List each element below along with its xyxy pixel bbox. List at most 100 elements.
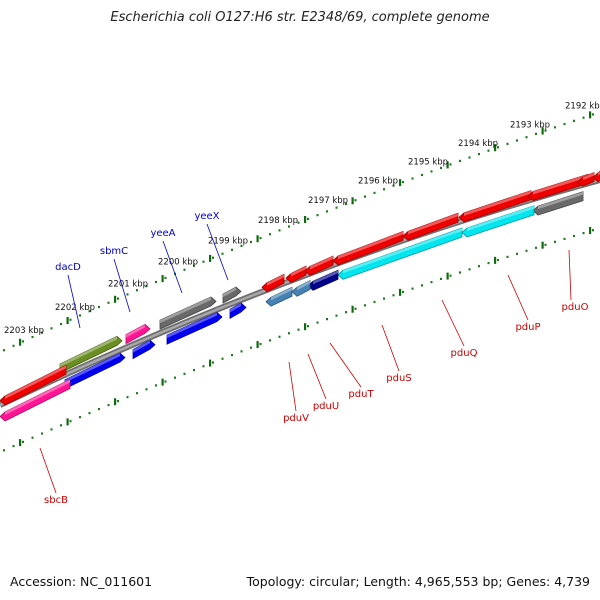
- inner-ruler-dot: [183, 372, 186, 375]
- outer-ruler-dot: [440, 166, 442, 170]
- companion-3-feature[interactable]: [229, 302, 247, 320]
- red-gene-3-feature[interactable]: [332, 230, 404, 266]
- inner-ruler-dot: [440, 277, 442, 280]
- gene-label-pduT: pduT: [348, 389, 374, 400]
- inner-ruler-dot: [383, 297, 385, 300]
- outer-ruler-dot: [421, 173, 423, 177]
- outer-ruler-dot: [202, 260, 205, 263]
- scale-tick-label: 2198 kbp: [258, 216, 298, 226]
- companion-1-feature[interactable]: [132, 339, 156, 360]
- outer-ruler-major-tick: [114, 295, 117, 303]
- outer-ruler-dot: [430, 170, 433, 173]
- outer-ruler-dot: [307, 217, 309, 221]
- outer-ruler-dot: [297, 221, 300, 224]
- scale-tick-label: 2201 kbp: [108, 279, 148, 289]
- inner-ruler-dot: [573, 234, 575, 238]
- outer-ruler-dot: [22, 340, 24, 343]
- pduP-feature[interactable]: [461, 205, 535, 238]
- inner-ruler-dot: [22, 440, 24, 443]
- sbcB-feature[interactable]: [0, 378, 71, 422]
- outer-ruler-dot: [487, 149, 490, 152]
- companion-2-feature[interactable]: [166, 312, 223, 345]
- inner-ruler-dot: [506, 255, 509, 258]
- outer-ruler-dot: [136, 289, 138, 292]
- outer-ruler-dot: [155, 280, 157, 284]
- inner-ruler-dot: [31, 436, 34, 439]
- inner-ruler-dot: [60, 424, 62, 427]
- gene-label-pduU: pduU: [313, 401, 339, 412]
- outer-ruler-dot: [12, 344, 15, 347]
- red-gene-9-feature[interactable]: [0, 364, 67, 406]
- outer-ruler-dot: [117, 297, 119, 300]
- inner-ruler-dot: [79, 416, 81, 419]
- scale-tick-label: 2194 kbp: [458, 139, 498, 149]
- leader-line: [507, 274, 529, 321]
- outer-ruler-dot: [212, 256, 214, 259]
- inner-ruler-dot: [525, 249, 528, 252]
- outer-ruler-major-tick: [161, 275, 164, 283]
- outer-ruler-dot: [459, 159, 461, 163]
- red-gene-7-feature[interactable]: [577, 172, 595, 187]
- outer-ruler-dot: [335, 206, 338, 209]
- pduQ-feature[interactable]: [337, 227, 463, 280]
- inner-ruler-dot: [544, 243, 547, 246]
- inner-ruler-dot: [487, 261, 490, 265]
- inner-ruler-dot: [297, 328, 300, 331]
- outer-ruler-dot: [193, 264, 195, 267]
- leader-line: [307, 353, 327, 400]
- inner-ruler-dot: [212, 361, 214, 364]
- genome-summary: Topology: circular; Length: 4,965,553 bp…: [246, 574, 590, 589]
- scale-tick-label: 2199 kbp: [208, 236, 248, 246]
- yeeX-feature[interactable]: [222, 286, 242, 304]
- inner-ruler-dot: [240, 350, 243, 353]
- outer-ruler-dot: [164, 276, 167, 280]
- inner-ruler-dot: [364, 304, 366, 307]
- outer-ruler-major-tick: [589, 111, 592, 119]
- outer-ruler-major-tick: [494, 144, 497, 152]
- pduV-feature[interactable]: [265, 286, 293, 307]
- scale-tick-label: 2200 kbp: [158, 258, 198, 268]
- gene-label-pduP: pduP: [515, 322, 540, 333]
- scale-tick-label: 2196 kbp: [358, 176, 398, 186]
- inner-ruler-dot: [354, 307, 357, 310]
- yeeA-feature[interactable]: [159, 296, 217, 330]
- pduU-feature[interactable]: [291, 279, 311, 297]
- inner-ruler-dot: [582, 231, 585, 235]
- inner-ruler-dot: [563, 237, 566, 241]
- outer-ruler-dot: [79, 314, 81, 317]
- inner-ruler-dot: [174, 376, 176, 379]
- outer-ruler-dot: [3, 349, 5, 352]
- inner-ruler-dot: [50, 428, 53, 431]
- red-gene-6-feature[interactable]: [527, 173, 589, 202]
- inner-ruler-dot: [459, 271, 461, 274]
- inner-ruler-dot: [421, 284, 423, 287]
- outer-ruler-dot: [278, 229, 281, 232]
- red-gene-5-feature[interactable]: [458, 190, 532, 223]
- inner-ruler-dot: [126, 396, 129, 399]
- red-gene-2-feature[interactable]: [304, 255, 334, 276]
- red-gene-0-feature[interactable]: [261, 273, 285, 293]
- outer-ruler-major-tick: [304, 216, 307, 224]
- inner-ruler-dot: [373, 300, 376, 304]
- inner-ruler-dot: [231, 353, 233, 357]
- outer-ruler-dot: [269, 233, 271, 236]
- red-gene-4-feature[interactable]: [402, 212, 459, 241]
- outer-ruler-major-tick: [399, 179, 402, 187]
- leader-line: [162, 240, 183, 294]
- sbmC-feature[interactable]: [125, 323, 151, 345]
- inner-ruler-major-tick: [351, 305, 354, 313]
- accession-label: Accession: NC_011601: [10, 574, 153, 589]
- outer-ruler-dot: [88, 310, 91, 313]
- outer-ruler-major-tick: [541, 127, 544, 135]
- inner-ruler-dot: [145, 388, 148, 391]
- outer-ruler-dot: [107, 301, 110, 304]
- red-gene-1-feature[interactable]: [285, 265, 307, 284]
- outer-ruler-dot: [98, 305, 100, 309]
- inner-ruler-dot: [259, 342, 262, 346]
- inner-ruler-dot: [468, 268, 471, 271]
- leader-line: [441, 299, 465, 347]
- outer-ruler-dot: [373, 191, 376, 195]
- inner-ruler-major-tick: [304, 323, 307, 331]
- outer-ruler-dot: [554, 126, 556, 129]
- inner-ruler-dot: [41, 432, 43, 435]
